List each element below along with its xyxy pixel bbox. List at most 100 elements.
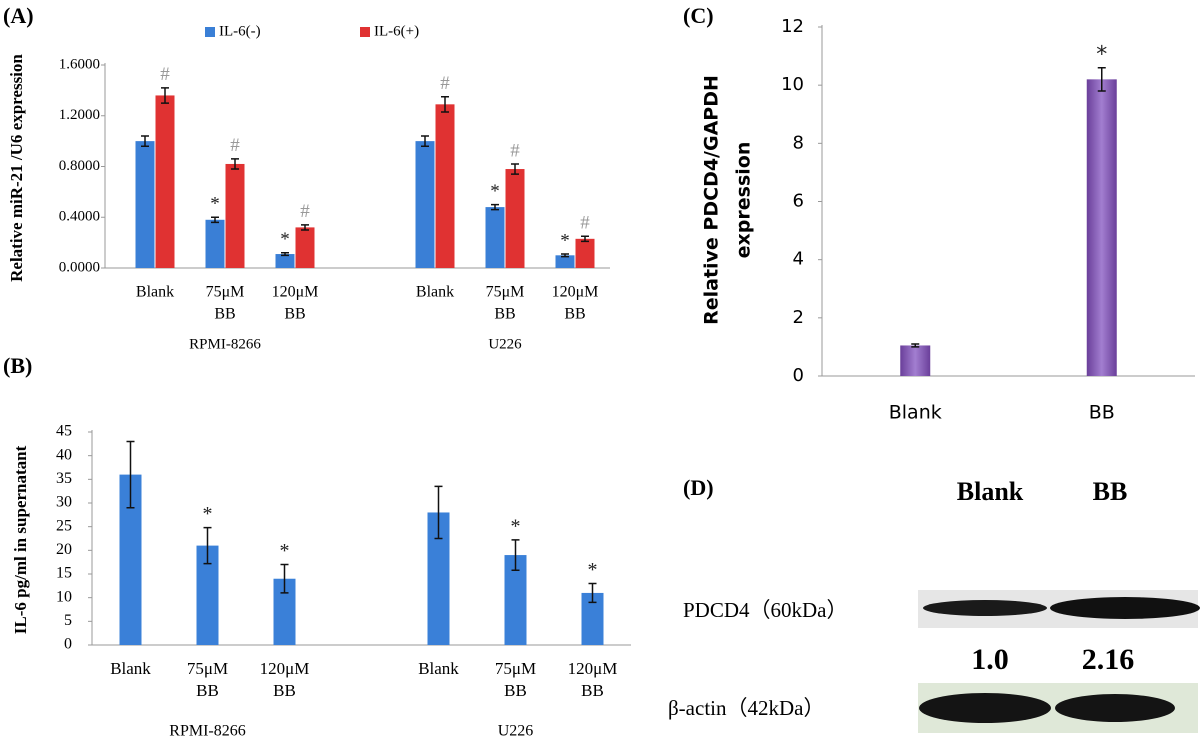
- legend-swatch: [360, 27, 370, 37]
- bar: [485, 207, 505, 268]
- y-axis-label: IL-6 pg/ml in supernatant: [11, 445, 30, 634]
- significance-label: *: [280, 229, 290, 250]
- x-tick-label: BB: [504, 681, 527, 700]
- error-bar: [561, 253, 569, 258]
- y-tick-label: 15: [56, 565, 72, 582]
- x-tick-label: Blank: [889, 402, 942, 424]
- legend-swatch: [205, 27, 215, 37]
- blot-band: [1050, 597, 1200, 619]
- column-label: BB: [1093, 477, 1128, 506]
- x-tick-label: 75μM: [187, 659, 228, 678]
- significance-label: #: [300, 201, 310, 222]
- error-bar: [161, 87, 169, 104]
- error-bar: [421, 135, 429, 147]
- bar: [581, 592, 604, 645]
- y-tick-label: 30: [56, 494, 72, 511]
- error-bar: [211, 216, 219, 224]
- legend-label: IL-6(+): [374, 23, 419, 39]
- x-tick-label: Blank: [110, 659, 151, 678]
- significance-label: #: [580, 213, 590, 234]
- significance-label: *: [1096, 43, 1107, 68]
- y-tick-label: 12: [781, 16, 804, 37]
- bar: [196, 545, 219, 645]
- y-tick-label: 25: [56, 517, 72, 534]
- bar: [135, 141, 155, 268]
- y-tick-label: 45: [56, 423, 72, 440]
- y-tick-label: 0.4000: [59, 209, 100, 225]
- x-tick-label: BB: [214, 306, 235, 323]
- significance-label: #: [230, 135, 240, 156]
- error-bar: [588, 582, 597, 604]
- y-tick-label: 4: [793, 249, 804, 270]
- error-bar: [203, 526, 212, 565]
- row-label: β-actin（42kDa）: [668, 696, 824, 720]
- significance-label: *: [588, 559, 598, 581]
- bar: [273, 578, 296, 645]
- significance-label: *: [490, 181, 500, 202]
- significance-label: #: [160, 64, 170, 85]
- y-tick-label: 0.0000: [59, 259, 100, 275]
- y-tick-label: 8: [793, 132, 804, 153]
- y-tick-label: 0: [64, 636, 72, 653]
- y-tick-label: 0.8000: [59, 158, 100, 174]
- y-tick-label: 0: [793, 365, 804, 386]
- error-bar: [126, 440, 135, 509]
- blot-band: [919, 693, 1051, 723]
- x-tick-label: Blank: [136, 284, 174, 301]
- y-tick-label: 40: [56, 446, 72, 463]
- blot-band: [923, 600, 1047, 616]
- error-bar: [231, 158, 239, 170]
- bar: [504, 555, 527, 645]
- bar: [225, 163, 245, 268]
- error-bar: [280, 563, 289, 594]
- error-bar: [511, 163, 519, 175]
- group-label: U226: [498, 723, 534, 740]
- bar: [427, 512, 450, 645]
- bar: [205, 219, 225, 268]
- y-axis-label: Relative PDCD4/GAPDH: [701, 75, 723, 325]
- error-bar: [281, 252, 289, 257]
- x-tick-label: BB: [1089, 402, 1115, 424]
- x-tick-label: BB: [196, 681, 219, 700]
- bar: [119, 474, 142, 645]
- x-tick-label: Blank: [416, 284, 454, 301]
- group-label: RPMI-8266: [189, 336, 261, 352]
- error-bar: [1097, 66, 1106, 92]
- bar: [575, 238, 595, 268]
- significance-label: #: [440, 73, 450, 94]
- panel-label: (A): [3, 3, 34, 28]
- bar: [1086, 79, 1117, 376]
- x-tick-label: BB: [581, 681, 604, 700]
- bar: [155, 95, 175, 268]
- y-tick-label: 20: [56, 541, 72, 558]
- significance-label: *: [511, 516, 521, 538]
- group-label: RPMI-8266: [169, 723, 245, 740]
- x-tick-label: 120μM: [568, 659, 618, 678]
- x-tick-label: Blank: [418, 659, 459, 678]
- x-tick-label: 75μM: [486, 284, 525, 301]
- error-bar: [434, 485, 443, 540]
- x-tick-label: BB: [564, 306, 585, 323]
- significance-label: *: [210, 194, 220, 215]
- x-tick-label: BB: [273, 681, 296, 700]
- band-quant: 1.0: [971, 643, 1009, 676]
- bar: [505, 169, 525, 268]
- panel-label: (D): [683, 475, 714, 500]
- bar: [415, 141, 435, 268]
- x-tick-label: BB: [494, 306, 515, 323]
- legend-label: IL-6(-): [219, 23, 261, 39]
- error-bar: [301, 224, 309, 231]
- x-tick-label: 120μM: [552, 284, 599, 301]
- bar: [275, 254, 295, 268]
- panel-label: (C): [683, 3, 714, 28]
- x-tick-label: BB: [284, 306, 305, 323]
- y-tick-label: 5: [64, 612, 72, 629]
- y-axis-label: Relative miR-21 /U6 expression: [7, 54, 26, 282]
- significance-label: *: [203, 503, 213, 525]
- blot-band: [1055, 694, 1175, 722]
- y-tick-label: 2: [793, 307, 804, 328]
- bar: [435, 104, 455, 268]
- x-tick-label: 75μM: [495, 659, 536, 678]
